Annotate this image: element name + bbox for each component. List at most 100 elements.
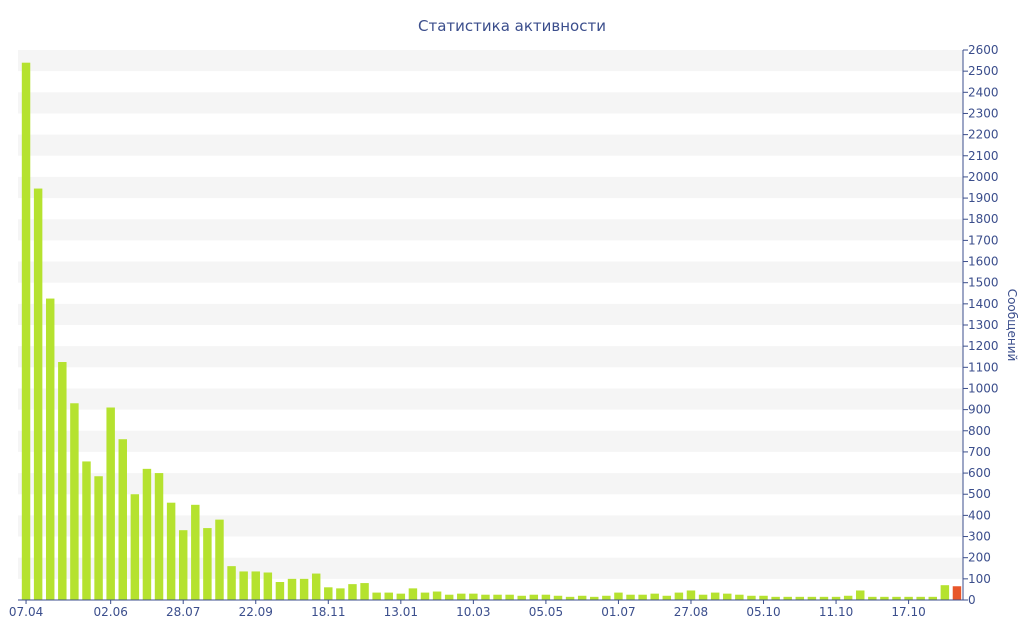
bar[interactable] <box>868 596 877 600</box>
bar[interactable] <box>251 571 260 600</box>
bar[interactable] <box>432 591 442 600</box>
bar[interactable] <box>263 572 273 601</box>
bar[interactable] <box>517 595 526 600</box>
bar[interactable] <box>807 596 817 600</box>
bar[interactable] <box>227 566 236 600</box>
bar[interactable] <box>698 594 708 600</box>
bar[interactable] <box>203 528 212 600</box>
bar[interactable] <box>191 504 200 600</box>
bar[interactable] <box>275 582 285 600</box>
bar[interactable] <box>94 476 103 600</box>
bar[interactable] <box>529 594 539 600</box>
bar[interactable] <box>299 578 309 600</box>
bar[interactable] <box>553 595 563 600</box>
bar[interactable] <box>118 439 127 600</box>
bar[interactable] <box>469 593 478 600</box>
grid-band <box>18 430 963 452</box>
bar[interactable] <box>880 596 889 600</box>
bar[interactable] <box>602 595 611 600</box>
bar[interactable] <box>178 530 188 600</box>
bar[interactable] <box>892 596 901 600</box>
bar[interactable] <box>819 596 829 600</box>
bar[interactable] <box>505 594 514 600</box>
bar[interactable] <box>21 62 31 600</box>
bar[interactable] <box>577 595 587 600</box>
x-tick-label: 13.01 <box>384 605 418 619</box>
bar[interactable] <box>396 593 406 600</box>
bar[interactable] <box>287 578 297 600</box>
bar[interactable] <box>215 519 224 600</box>
grid-band <box>18 303 963 325</box>
grid-band <box>18 92 963 114</box>
bar[interactable] <box>336 588 345 600</box>
bar[interactable] <box>166 502 176 600</box>
bar[interactable] <box>916 596 925 600</box>
bar[interactable] <box>45 298 55 600</box>
bar[interactable] <box>408 588 418 600</box>
y-tick-label: 1900 <box>968 191 999 205</box>
bar[interactable] <box>154 473 164 600</box>
bar[interactable] <box>420 592 430 600</box>
bar[interactable] <box>239 571 248 600</box>
x-tick-label: 01.07 <box>601 605 635 619</box>
bar[interactable] <box>541 594 551 600</box>
bar[interactable] <box>33 188 43 600</box>
x-ticks-group: 07.04 02.06 28.07 22.09 18.11 13.01 10.03 05.05… <box>9 600 926 619</box>
bar[interactable] <box>940 585 950 600</box>
bar[interactable] <box>481 594 490 600</box>
bar[interactable] <box>614 592 623 600</box>
bar[interactable] <box>710 592 720 600</box>
bar[interactable] <box>723 593 732 600</box>
bar[interactable] <box>759 595 768 600</box>
bar[interactable] <box>360 583 369 600</box>
x-tick-label: 17.10 <box>891 605 925 619</box>
bar[interactable] <box>747 595 756 600</box>
bar[interactable] <box>82 461 91 600</box>
bars-group <box>21 62 962 601</box>
bar[interactable] <box>638 594 647 600</box>
bar[interactable] <box>565 596 575 600</box>
y-tick-label: 2100 <box>968 149 999 163</box>
y-axis-title: Сообщений <box>1005 289 1019 362</box>
x-tick-label: 07.04 <box>9 605 43 619</box>
bar[interactable] <box>348 584 357 600</box>
x-tick-label: 27.08 <box>674 605 708 619</box>
bar[interactable] <box>70 403 79 600</box>
bar[interactable] <box>130 494 140 600</box>
bar[interactable] <box>662 595 672 600</box>
grid-band <box>18 473 963 495</box>
bar[interactable] <box>493 594 502 600</box>
bar[interactable] <box>311 573 321 600</box>
y-tick-label: 1100 <box>968 360 999 374</box>
bar[interactable] <box>590 596 599 600</box>
bar[interactable] <box>771 596 780 600</box>
bar[interactable] <box>626 594 635 600</box>
bar[interactable] <box>686 590 696 600</box>
y-tick-label: 300 <box>968 530 991 544</box>
bar[interactable] <box>735 594 744 600</box>
bar-current[interactable] <box>952 586 962 600</box>
y-tick-label: 800 <box>968 424 991 438</box>
bar[interactable] <box>58 362 67 600</box>
bar[interactable] <box>831 596 841 600</box>
bar[interactable] <box>324 587 333 600</box>
bar[interactable] <box>928 596 937 600</box>
bar[interactable] <box>457 593 466 600</box>
bar[interactable] <box>444 594 454 600</box>
bar[interactable] <box>384 592 393 600</box>
bar[interactable] <box>843 595 853 600</box>
bar[interactable] <box>650 593 659 600</box>
y-tick-label: 200 <box>968 551 991 565</box>
bar[interactable] <box>674 592 684 600</box>
bar[interactable] <box>372 592 381 600</box>
bar[interactable] <box>106 407 115 601</box>
x-tick-label: 22.09 <box>239 605 273 619</box>
bar[interactable] <box>856 590 865 600</box>
bar[interactable] <box>904 596 913 600</box>
grid-band <box>18 176 963 199</box>
bar[interactable] <box>783 596 792 600</box>
bar[interactable] <box>795 596 805 600</box>
bar[interactable] <box>142 468 152 600</box>
grid-band <box>18 261 963 283</box>
